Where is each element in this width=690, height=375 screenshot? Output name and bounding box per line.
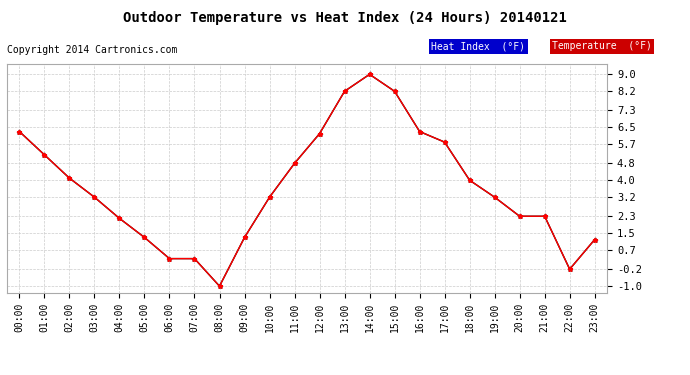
- Text: Temperature  (°F): Temperature (°F): [552, 41, 652, 51]
- Text: Heat Index  (°F): Heat Index (°F): [431, 41, 525, 51]
- Text: Outdoor Temperature vs Heat Index (24 Hours) 20140121: Outdoor Temperature vs Heat Index (24 Ho…: [123, 11, 567, 25]
- Text: Copyright 2014 Cartronics.com: Copyright 2014 Cartronics.com: [7, 45, 177, 55]
